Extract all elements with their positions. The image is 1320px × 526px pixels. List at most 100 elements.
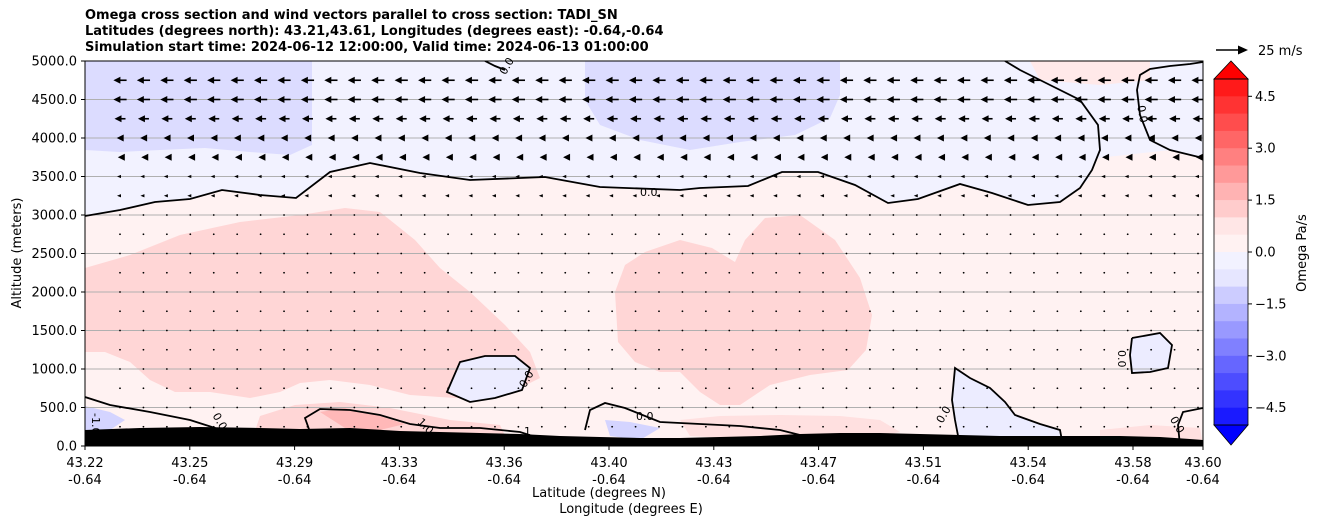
wind-arrow [1005, 115, 1017, 123]
wind-dot [704, 425, 707, 428]
wind-arrow [700, 115, 712, 123]
wind-dot [353, 291, 356, 293]
y-tick-label: 2000.0 [32, 286, 78, 301]
y-tick-label: 500.0 [40, 401, 77, 416]
wind-arrow-small [562, 194, 567, 198]
wind-arrow [113, 76, 127, 84]
wind-dot [1009, 310, 1012, 313]
wind-dot [728, 310, 731, 313]
wind-dot [236, 310, 239, 313]
wind-dot [306, 387, 309, 390]
wind-arrow-small [1007, 174, 1012, 179]
wind-dot [611, 348, 614, 351]
wind-dot [587, 310, 590, 313]
wind-dot [775, 214, 778, 216]
y-tick-label: 3000.0 [32, 209, 78, 224]
wind-dot [658, 233, 660, 236]
wind-dot [212, 291, 215, 293]
wind-arrow [535, 76, 549, 84]
wind-dot [915, 387, 918, 390]
wind-dot [1079, 425, 1082, 428]
wind-dot [470, 348, 473, 351]
wind-arrow [325, 115, 337, 123]
wind-dot [634, 310, 637, 313]
wind-dot [353, 271, 356, 274]
wind-dot [376, 329, 379, 332]
zero-contour-lower-mid-2 [584, 402, 841, 445]
wind-arrow [773, 153, 781, 161]
wind-dot [704, 252, 707, 255]
wind-dot [119, 329, 121, 332]
wind-arrow [652, 76, 666, 84]
wind-arrow [1050, 76, 1064, 84]
wind-dot [986, 271, 988, 274]
wind-dot [189, 329, 192, 332]
wind-dot [962, 329, 965, 332]
colorbar-segment [1214, 113, 1248, 132]
wind-arrow [1124, 134, 1132, 142]
y-tick-label: 3500.0 [32, 170, 78, 185]
colorbar-segment [1214, 79, 1248, 97]
wind-arrow-small [656, 174, 660, 179]
wind-dot [775, 368, 778, 370]
wind-dot [611, 387, 614, 390]
wind-dot [119, 368, 121, 370]
wind-dot [1033, 291, 1035, 293]
wind-dot [634, 214, 637, 216]
omega-contours [85, 61, 1203, 446]
wind-arrow [910, 96, 924, 103]
wind-arrow [371, 76, 385, 84]
wind-dot [658, 406, 660, 409]
wind-arrow [1147, 134, 1155, 142]
wind-dot [119, 310, 121, 313]
x-tick-label-lon: -0.64 [1186, 473, 1220, 488]
wind-arrow [1194, 134, 1202, 142]
wind-dot [400, 271, 403, 274]
wind-arrow [608, 134, 616, 142]
wind-dot [634, 291, 637, 293]
y-axis: 0.0 500.0 1000.0 1500.0 2000.0 2500.0 3000.0 35… [32, 55, 85, 455]
wind-dot [517, 387, 520, 390]
wind-dot [728, 214, 731, 216]
wind-arrow [746, 76, 760, 84]
wind-arrow [1055, 153, 1063, 161]
wind-dot [423, 329, 426, 332]
wind-dot [611, 310, 614, 313]
wind-dot [306, 252, 309, 255]
x-tick-label-lon: -0.64 [1011, 473, 1045, 488]
wind-arrow [304, 134, 312, 142]
wind-dot [845, 348, 848, 351]
wind-dot [611, 252, 614, 255]
wind-arrow-small [1077, 174, 1082, 179]
wind-arrow-small [1124, 174, 1129, 179]
wind-dot [423, 271, 426, 274]
wind-arrow [867, 153, 875, 161]
wind-arrow [160, 76, 174, 84]
wind-dot [306, 291, 309, 293]
wind-dot [751, 252, 754, 255]
wind-dot [142, 387, 145, 390]
wind-dot [283, 368, 285, 370]
wind-arrow [254, 76, 268, 84]
wind-arrow [231, 115, 243, 123]
wind-dot [962, 368, 965, 370]
wind-dot [704, 406, 707, 409]
wind-dot [1103, 425, 1106, 428]
wind-dot [142, 271, 145, 274]
wind-dot [330, 425, 332, 428]
wind-dot [1056, 233, 1059, 236]
colorbar-extend-bottom [1213, 424, 1249, 446]
wind-arrow [394, 76, 408, 84]
wind-arrow [277, 96, 291, 103]
wind-dot [1079, 291, 1082, 293]
omega-negative-patch-left [85, 61, 312, 155]
wind-dot [142, 406, 145, 409]
wind-dot [142, 233, 145, 236]
wind-dot [165, 329, 168, 332]
wind-dot [962, 425, 965, 428]
wind-dot [634, 348, 637, 351]
wind-dot [658, 310, 660, 313]
wind-dot [259, 233, 262, 236]
wind-arrow [863, 76, 877, 84]
wind-arrow-small [1030, 194, 1035, 198]
